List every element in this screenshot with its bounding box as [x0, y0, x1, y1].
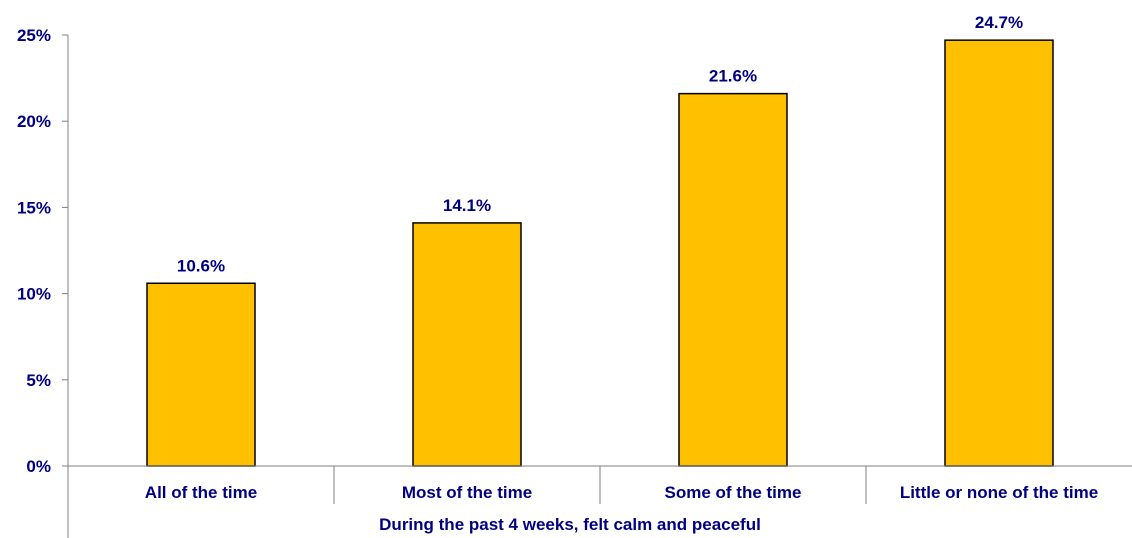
x-category-label: Some of the time [665, 483, 802, 502]
bar [412, 222, 522, 467]
x-axis-title: During the past 4 weeks, felt calm and p… [379, 515, 761, 534]
data-label: 10.6% [177, 256, 225, 275]
data-label: 24.7% [975, 13, 1023, 32]
y-tick-label: 0% [26, 457, 51, 476]
bar [944, 39, 1054, 467]
y-tick-label: 20% [17, 112, 51, 131]
bars [146, 39, 1054, 467]
x-category-label: Most of the time [402, 483, 532, 502]
bar [678, 92, 788, 467]
x-category-label: Little or none of the time [900, 483, 1098, 502]
x-category-label: All of the time [145, 483, 257, 502]
y-tick-label: 25% [17, 26, 51, 45]
data-labels: 10.6% 14.1% 21.6% 24.7% [177, 13, 1023, 275]
bar [146, 282, 256, 467]
data-label: 14.1% [443, 196, 491, 215]
y-tick-label: 5% [26, 371, 51, 390]
y-tick-label: 15% [17, 198, 51, 217]
y-tick-label: 10% [17, 285, 51, 304]
y-axis: 0% 5% 10% 15% 20% 25% [17, 26, 69, 538]
x-axis: All of the time Most of the time Some of t… [68, 465, 1132, 504]
data-label: 21.6% [709, 67, 757, 86]
